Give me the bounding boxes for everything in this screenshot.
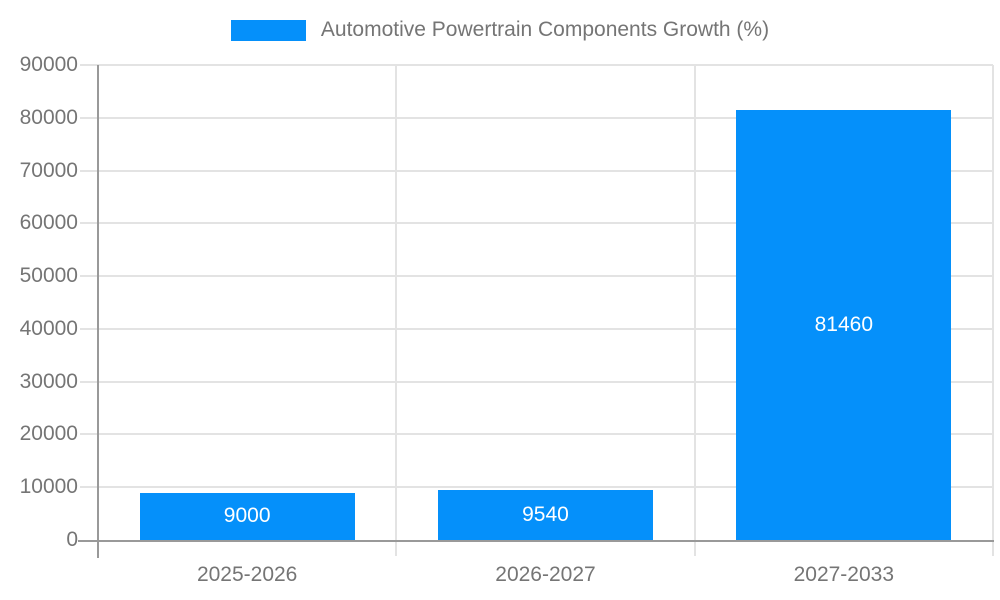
- bar-value-label: 9540: [522, 502, 569, 526]
- y-axis-tick-label: 0: [66, 528, 78, 551]
- bar-value-label: 9000: [223, 504, 271, 528]
- gridline: [80, 64, 993, 66]
- gridline: [80, 169, 993, 172]
- gridline: [80, 380, 993, 383]
- gridline: [80, 116, 993, 119]
- bar: 9540: [438, 489, 653, 540]
- x-axis-line: [78, 540, 994, 542]
- gridline: [80, 433, 993, 436]
- bar: 81460: [736, 110, 952, 540]
- y-axis-tick-label: 70000: [19, 158, 78, 182]
- y-axis-tick-label: 30000: [19, 369, 78, 393]
- y-axis-tick-label: 10000: [19, 475, 78, 499]
- x-axis-category-label: 2025-2026: [196, 563, 298, 586]
- bar-value-label: 81460: [814, 313, 874, 337]
- category-separator: [693, 65, 696, 556]
- x-axis-category-label: 2027-2033: [793, 563, 895, 586]
- bar: 9000: [139, 492, 355, 540]
- legend-swatch: [230, 19, 306, 41]
- y-axis-tick-label: 90000: [19, 53, 78, 76]
- gridline: [80, 486, 993, 489]
- y-axis-line: [97, 65, 99, 558]
- y-axis-tick-label: 40000: [19, 316, 78, 340]
- category-separator: [992, 65, 994, 556]
- gridline: [80, 327, 993, 330]
- x-axis-category-label: 2026-2027: [495, 563, 596, 586]
- y-axis-tick-label: 20000: [19, 422, 78, 446]
- legend-label: Automotive Powertrain Components Growth …: [320, 18, 770, 41]
- y-axis-tick-label: 80000: [19, 105, 78, 129]
- gridline: [80, 275, 993, 278]
- legend: Automotive Powertrain Components Growth …: [0, 18, 1000, 42]
- category-separator: [395, 65, 398, 556]
- y-axis-tick-label: 60000: [19, 211, 78, 235]
- gridline: [80, 222, 993, 225]
- y-axis-tick-label: 50000: [19, 264, 78, 288]
